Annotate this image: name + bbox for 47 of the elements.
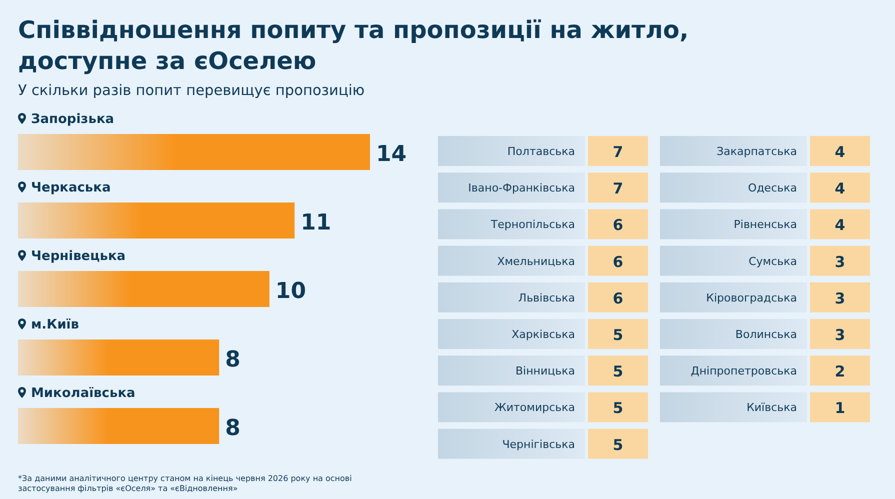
data-label: 5 xyxy=(612,399,624,418)
category-label: Сумська xyxy=(748,254,797,268)
category-label: Миколаївська xyxy=(31,386,136,401)
category-label: Львівська xyxy=(518,291,575,304)
data-label: 5 xyxy=(612,436,624,454)
chart-subtitle: У скільки разів попит перевищує пропозицію xyxy=(18,83,365,99)
category-label: Закарпатська xyxy=(716,145,797,158)
category-label: Черкаська xyxy=(31,180,111,196)
category-label: м.Київ xyxy=(31,318,79,332)
category-label: Чернівецька xyxy=(31,249,126,264)
category-label: Волинська xyxy=(735,328,797,341)
category-label: Тернопільська xyxy=(490,218,575,232)
data-label: 14 xyxy=(376,142,407,167)
data-label: 10 xyxy=(275,279,306,304)
category-label: Київська xyxy=(746,401,797,414)
data-label: 7 xyxy=(612,143,624,161)
category-label: Чернігівська xyxy=(502,438,575,451)
category-label: Хмельницька xyxy=(497,254,575,268)
data-label: 7 xyxy=(612,180,624,198)
data-label: 4 xyxy=(834,216,846,234)
data-label: 11 xyxy=(300,210,332,236)
data-label: 4 xyxy=(834,143,846,161)
data-label: 2 xyxy=(834,362,846,381)
data-label: 4 xyxy=(834,180,846,198)
data-label: 6 xyxy=(612,216,624,234)
data-label: 8 xyxy=(225,348,240,372)
text: *За даними аналітичного центру станом на кінець червня 2026 року на основі застосування фільтрів «єОселя» та «єВідновлення» xyxy=(18,474,352,493)
category-label: Рівненська xyxy=(734,218,797,232)
category-label: Вінницька xyxy=(516,364,575,378)
data-label: 3 xyxy=(834,252,846,271)
chart-title: Співвідношення попиту та пропозиції на житло, доступне за єОселею xyxy=(18,16,689,75)
data-label: 5 xyxy=(612,326,624,344)
data-label: 8 xyxy=(225,416,240,441)
category-label: Івано-Франківська xyxy=(468,182,575,195)
category-label: Харківська xyxy=(512,328,575,341)
category-label: Житомирська xyxy=(494,401,575,414)
data-label: 3 xyxy=(834,289,846,308)
data-label: 1 xyxy=(834,399,846,418)
category-label: Дніпропетровська xyxy=(690,364,797,378)
data-label: 3 xyxy=(834,326,846,344)
category-label: Одеська xyxy=(748,182,797,195)
category-label: Запорізька xyxy=(31,112,114,127)
data-label: 6 xyxy=(612,252,624,271)
data-label: 5 xyxy=(612,362,624,381)
category-label: Кіровоградська xyxy=(706,291,797,304)
data-label: 6 xyxy=(612,289,624,308)
category-label: Полтавська xyxy=(507,145,575,158)
